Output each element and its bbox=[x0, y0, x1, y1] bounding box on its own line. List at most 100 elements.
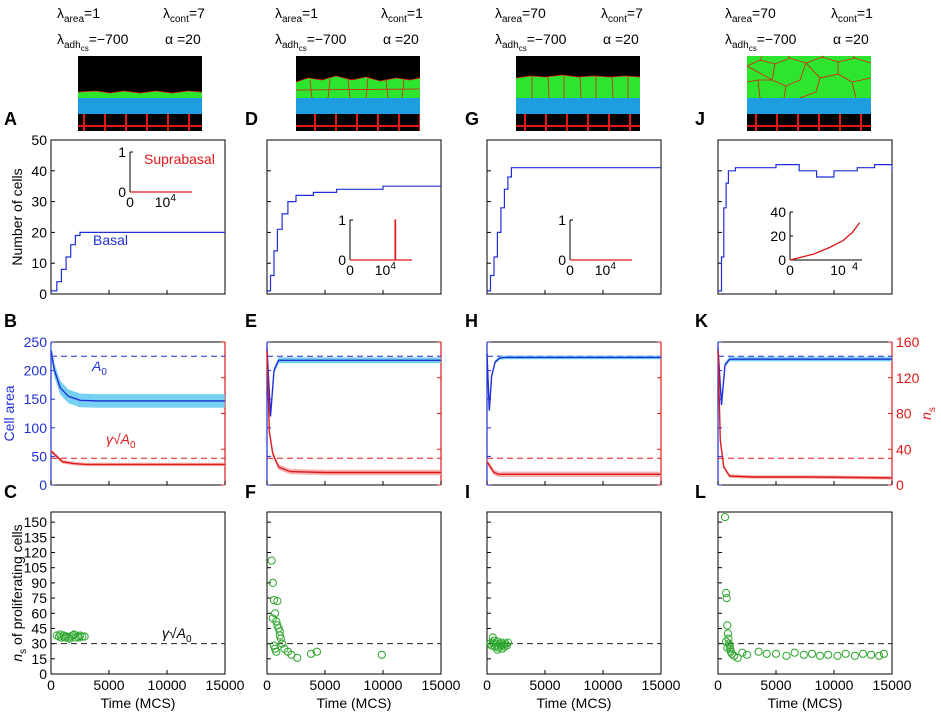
data-point bbox=[293, 653, 302, 662]
data-point bbox=[56, 630, 65, 639]
data-point bbox=[738, 648, 747, 657]
y-tick-label: 20 bbox=[31, 224, 47, 240]
scatter-panel-3: 0 5000 10000 15000 Time (MCS) bbox=[483, 511, 681, 711]
ns-band bbox=[487, 459, 661, 477]
basal-label: Basal bbox=[93, 232, 128, 248]
right-y-tick-label: 160 bbox=[896, 334, 920, 350]
param-lambda-adh: λadhcs=−700 bbox=[57, 31, 129, 53]
right-y-tick-label: 80 bbox=[896, 406, 912, 422]
cell-count-panel-4: 0 20 40 0 10 4 bbox=[717, 139, 893, 295]
x-tick-label: 10000 bbox=[584, 677, 623, 693]
ns-band bbox=[718, 349, 892, 480]
y-tick-label: 45 bbox=[31, 620, 47, 636]
y-tick-label: 10 bbox=[31, 255, 47, 271]
data-point bbox=[867, 650, 876, 659]
inset-x-tick-label: 0 bbox=[126, 194, 134, 210]
param-lambda-area: λarea=1 bbox=[275, 5, 318, 25]
panel-letter-D: D bbox=[245, 109, 258, 129]
x-axis-label: Time (MCS) bbox=[537, 695, 612, 711]
param-lambda-cont: λcont=1 bbox=[381, 5, 423, 25]
inset-x-tick-label: 0 bbox=[346, 262, 354, 278]
suprabasal-series-line bbox=[350, 219, 412, 261]
inset-x-tick-label: 4 bbox=[852, 261, 858, 273]
x-tick-label: 5000 bbox=[529, 677, 560, 693]
data-point bbox=[722, 637, 731, 646]
panel-letter-F: F bbox=[245, 482, 256, 502]
area-panels: 0 50 100 150 200 250 A0 γ√A0 Cell area 0 40 80 120 16… bbox=[1, 334, 938, 493]
left-y-tick-label: 0 bbox=[39, 477, 47, 493]
data-point bbox=[742, 650, 752, 659]
basal-series-line bbox=[487, 167, 661, 292]
inset-x-tick-label: 0 bbox=[786, 262, 794, 278]
data-point bbox=[278, 639, 287, 648]
param-alpha: α =20 bbox=[383, 31, 419, 47]
inset-y-tick-label: 0 bbox=[118, 184, 126, 200]
basal-series-line bbox=[267, 185, 441, 292]
data-point bbox=[271, 609, 280, 618]
cell-area-line bbox=[717, 347, 892, 405]
param-alpha: α =20 bbox=[603, 31, 639, 47]
y-axis-label: ns of proliferating cells bbox=[9, 524, 29, 661]
cell-area-band bbox=[487, 351, 661, 413]
data-point bbox=[80, 632, 89, 641]
suprabasal-inset: 0 1 0 104 Suprabasal bbox=[118, 144, 215, 210]
tissue-image-4 bbox=[746, 55, 872, 131]
y-tick-label: 120 bbox=[24, 545, 48, 561]
y-tick-label: 75 bbox=[31, 590, 47, 606]
y-tick-label: 15 bbox=[31, 651, 47, 667]
scatter-panel-4: 0 5000 10000 15000 Time (MCS) bbox=[714, 511, 912, 711]
tissue-image-3 bbox=[515, 56, 641, 131]
a0-label: A0 bbox=[91, 358, 107, 378]
left-y-tick-label: 150 bbox=[24, 391, 48, 407]
data-point bbox=[488, 633, 497, 642]
plot-frame bbox=[486, 511, 662, 675]
inset-y-tick-label: 20 bbox=[770, 228, 786, 244]
param-lambda-area: λarea=70 bbox=[495, 5, 546, 25]
inset-y-tick-label: 0 bbox=[778, 252, 786, 268]
inset-y-tick-label: 1 bbox=[558, 212, 566, 228]
data-point bbox=[782, 651, 791, 660]
data-point bbox=[65, 634, 74, 643]
param-alpha: α =20 bbox=[165, 31, 201, 47]
area-panel-4: 0 40 80 120 160 ns bbox=[717, 334, 938, 493]
param-lambda-area: λarea=1 bbox=[57, 5, 100, 25]
ns-line bbox=[717, 350, 893, 479]
y-tick-label: 60 bbox=[31, 605, 47, 621]
x-tick-label: 15000 bbox=[873, 677, 912, 693]
suprabasal-inset: 0 1 0 104 bbox=[338, 212, 412, 278]
inset-x-tick-label: 0 bbox=[566, 262, 574, 278]
tissue-images bbox=[77, 55, 872, 131]
suprabasal-inset: 0 1 0 104 bbox=[558, 212, 632, 278]
right-axis-label: ns bbox=[918, 407, 938, 420]
ns-line bbox=[50, 450, 225, 466]
plot-frame bbox=[50, 511, 226, 675]
data-point bbox=[269, 596, 279, 605]
plot-frame bbox=[717, 511, 893, 675]
data-point bbox=[850, 651, 860, 660]
cell-area-line bbox=[266, 347, 441, 417]
gamma-label: γ√A0 bbox=[162, 625, 192, 645]
data-point bbox=[723, 643, 732, 652]
panel-letter-I: I bbox=[465, 482, 470, 502]
inset-x-tick-label: 104 bbox=[155, 193, 177, 210]
panel-letter-J: J bbox=[695, 109, 705, 129]
right-y-tick-label: 40 bbox=[896, 441, 912, 457]
suprabasal-series-line bbox=[789, 222, 861, 261]
data-point bbox=[722, 588, 731, 598]
panel-letter-B: B bbox=[4, 311, 17, 331]
y-axis-label: Number of cells bbox=[9, 168, 25, 265]
gamma-label: γ√A0 bbox=[106, 431, 136, 451]
ns-line bbox=[266, 350, 441, 474]
param-lambda-cont: λcont=1 bbox=[831, 5, 873, 25]
data-point bbox=[720, 513, 730, 522]
data-point bbox=[498, 638, 507, 647]
data-point bbox=[498, 644, 507, 653]
suprabasal-inset: 0 20 40 0 10 4 bbox=[770, 204, 862, 278]
inset-x-tick-label: 10 bbox=[830, 262, 846, 278]
x-tick-label: 0 bbox=[714, 677, 722, 693]
cell-area-line bbox=[486, 353, 661, 411]
area-panel-2 bbox=[266, 341, 442, 486]
plot-frame bbox=[717, 139, 893, 295]
